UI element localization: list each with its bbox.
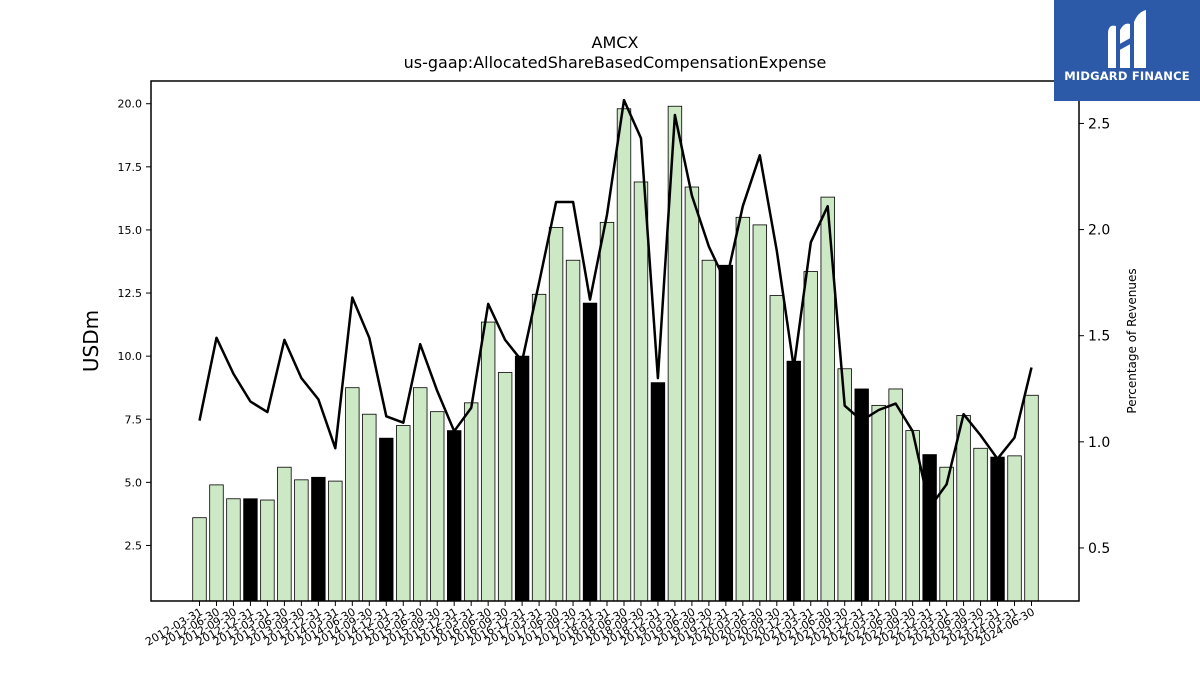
y-axis-label: USDm xyxy=(79,310,103,372)
bar xyxy=(1024,394,1039,602)
bar xyxy=(888,388,903,602)
y2-tick-label: 0.5 xyxy=(1088,541,1110,557)
bar xyxy=(379,437,394,602)
y2-tick-label: 2.0 xyxy=(1088,223,1110,239)
bar xyxy=(497,372,513,602)
bar xyxy=(362,413,377,602)
bar xyxy=(463,402,479,602)
bar xyxy=(226,498,241,602)
bar xyxy=(786,360,801,602)
bar xyxy=(480,321,496,602)
bar xyxy=(430,411,445,602)
chart-title: AMCX xyxy=(592,33,639,52)
logo-mark-icon xyxy=(1108,10,1146,69)
bar xyxy=(922,454,937,602)
y2-tick-label: 1.0 xyxy=(1088,435,1110,451)
bar xyxy=(531,293,547,602)
bar xyxy=(565,259,581,602)
y2-tick-label: 1.5 xyxy=(1088,329,1110,345)
y-tick-label: 2.5 xyxy=(125,539,143,552)
bar xyxy=(345,387,360,602)
y-tick-label: 17.5 xyxy=(118,161,143,174)
bar xyxy=(209,484,224,602)
bar xyxy=(447,430,462,602)
y2-axis-label: Percentage of Revenues xyxy=(1125,268,1139,413)
bar xyxy=(871,404,886,602)
bar xyxy=(633,181,649,602)
bar xyxy=(956,415,971,602)
bar xyxy=(718,264,734,602)
bar xyxy=(548,227,564,602)
y-tick-label: 5.0 xyxy=(125,476,143,489)
y-tick-label: 10.0 xyxy=(118,350,143,363)
bar xyxy=(599,221,615,602)
bar xyxy=(192,517,207,602)
bar xyxy=(752,224,768,602)
y-tick-label: 15.0 xyxy=(118,224,143,237)
bar xyxy=(973,447,988,602)
midgard-finance-logo: MIDGARD FINANCE xyxy=(1054,0,1200,101)
bar xyxy=(294,479,309,602)
bar xyxy=(769,295,784,602)
bar xyxy=(243,498,258,602)
bar xyxy=(277,466,292,602)
bar xyxy=(735,216,751,602)
line-layer xyxy=(198,98,1033,509)
bar xyxy=(396,425,411,602)
bar xyxy=(939,466,954,602)
y-tick-label: 20.0 xyxy=(118,98,143,111)
revenue-pct-line xyxy=(198,98,1033,509)
bar xyxy=(701,259,717,602)
bar xyxy=(650,382,666,602)
y-tick-label: 12.5 xyxy=(118,287,143,300)
y-tick-label: 7.5 xyxy=(125,413,143,426)
bar xyxy=(684,186,700,602)
bar xyxy=(514,355,530,602)
bars-layer xyxy=(192,105,1039,602)
bar xyxy=(311,476,326,602)
bar xyxy=(260,499,275,602)
chart-subtitle: us-gaap:AllocatedShareBasedCompensationE… xyxy=(404,53,827,72)
bar xyxy=(413,387,428,602)
bar xyxy=(803,271,818,602)
y2-tick-label: 2.5 xyxy=(1088,116,1110,132)
logo-text: MIDGARD FINANCE xyxy=(1064,69,1190,83)
bar xyxy=(328,480,343,602)
bar xyxy=(990,456,1005,602)
bar xyxy=(1007,455,1022,602)
bar xyxy=(616,108,632,602)
bar xyxy=(582,302,598,602)
plot-frame xyxy=(150,80,1080,602)
